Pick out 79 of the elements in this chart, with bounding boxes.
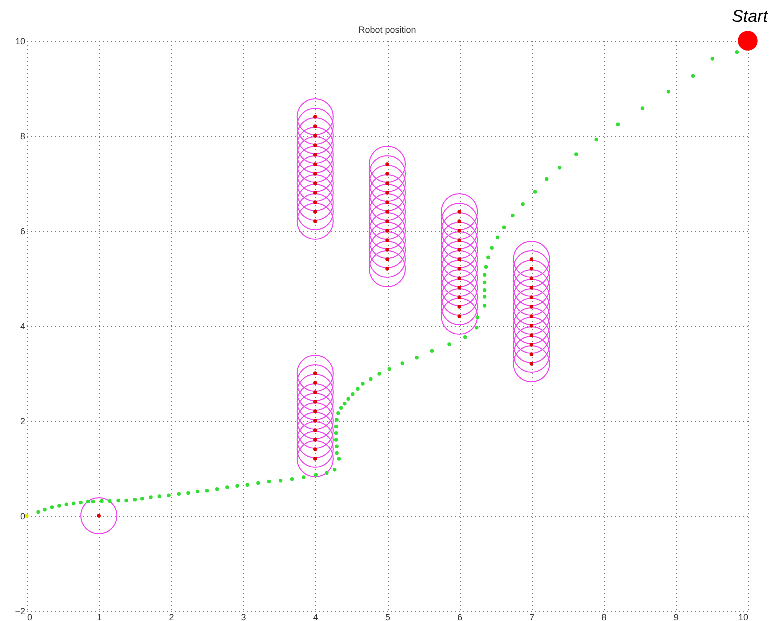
- point: [386, 191, 390, 195]
- x-tick-label: 3: [241, 612, 246, 621]
- point: [386, 238, 390, 242]
- point: [314, 419, 318, 423]
- point: [314, 381, 318, 385]
- point: [458, 267, 462, 271]
- point: [314, 144, 318, 148]
- point: [530, 276, 534, 280]
- x-tick-label: 7: [530, 612, 535, 621]
- x-tick-label: 9: [674, 612, 679, 621]
- point: [458, 220, 462, 224]
- x-tick-label: 8: [602, 612, 607, 621]
- point: [386, 248, 390, 252]
- point: [386, 162, 390, 166]
- y-tick-label: 10: [15, 36, 26, 46]
- point: [314, 410, 318, 414]
- point: [458, 210, 462, 214]
- point: [530, 334, 534, 338]
- point: [530, 305, 534, 309]
- point: [314, 172, 318, 176]
- y-tick-label: −2: [15, 606, 26, 616]
- point: [530, 314, 534, 318]
- point: [314, 182, 318, 186]
- point: [314, 428, 318, 432]
- point: [458, 258, 462, 262]
- x-tick-label: 4: [313, 612, 318, 621]
- point: [530, 362, 534, 366]
- point: [314, 220, 318, 224]
- point: [314, 200, 318, 204]
- point: [530, 258, 534, 262]
- x-tick-label: 0: [28, 612, 33, 621]
- point: [386, 220, 390, 224]
- point: [458, 305, 462, 309]
- x-tick-label: 10: [738, 612, 748, 621]
- point: [458, 286, 462, 290]
- point: [386, 210, 390, 214]
- point: [530, 267, 534, 271]
- point: [530, 352, 534, 356]
- point: [314, 153, 318, 157]
- point: [386, 182, 390, 186]
- point: [314, 210, 318, 214]
- point: [314, 372, 318, 376]
- point: [314, 438, 318, 442]
- y-tick-label: 2: [20, 416, 26, 426]
- point: [386, 229, 390, 233]
- point: [386, 200, 390, 204]
- point: [314, 134, 318, 138]
- point: [314, 390, 318, 394]
- point: [458, 296, 462, 300]
- point: [458, 314, 462, 318]
- point: [314, 457, 318, 461]
- point: [386, 172, 390, 176]
- y-tick-label: 8: [20, 132, 26, 142]
- point: [314, 448, 318, 452]
- x-tick-label: 5: [385, 612, 391, 621]
- y-tick-label: 4: [20, 322, 26, 332]
- point: [314, 162, 318, 166]
- point: [530, 296, 534, 300]
- x-tick-label: 6: [458, 612, 463, 621]
- point: [97, 514, 101, 518]
- point: [386, 258, 390, 262]
- point: [314, 115, 318, 119]
- point: [314, 400, 318, 404]
- point: [314, 124, 318, 128]
- point: [458, 238, 462, 242]
- y-tick-label: 6: [20, 226, 26, 236]
- point: [530, 343, 534, 347]
- x-tick-label: 1: [97, 612, 102, 621]
- chart-title: Robot position: [358, 25, 416, 35]
- annotation: Start: [732, 7, 769, 26]
- point: [530, 286, 534, 290]
- point: [458, 248, 462, 252]
- y-tick-label: 0: [20, 512, 26, 522]
- point: [314, 191, 318, 195]
- point: [386, 267, 390, 271]
- point: [530, 324, 534, 328]
- point: [458, 229, 462, 233]
- x-tick-label: 2: [169, 612, 174, 621]
- point: [458, 276, 462, 280]
